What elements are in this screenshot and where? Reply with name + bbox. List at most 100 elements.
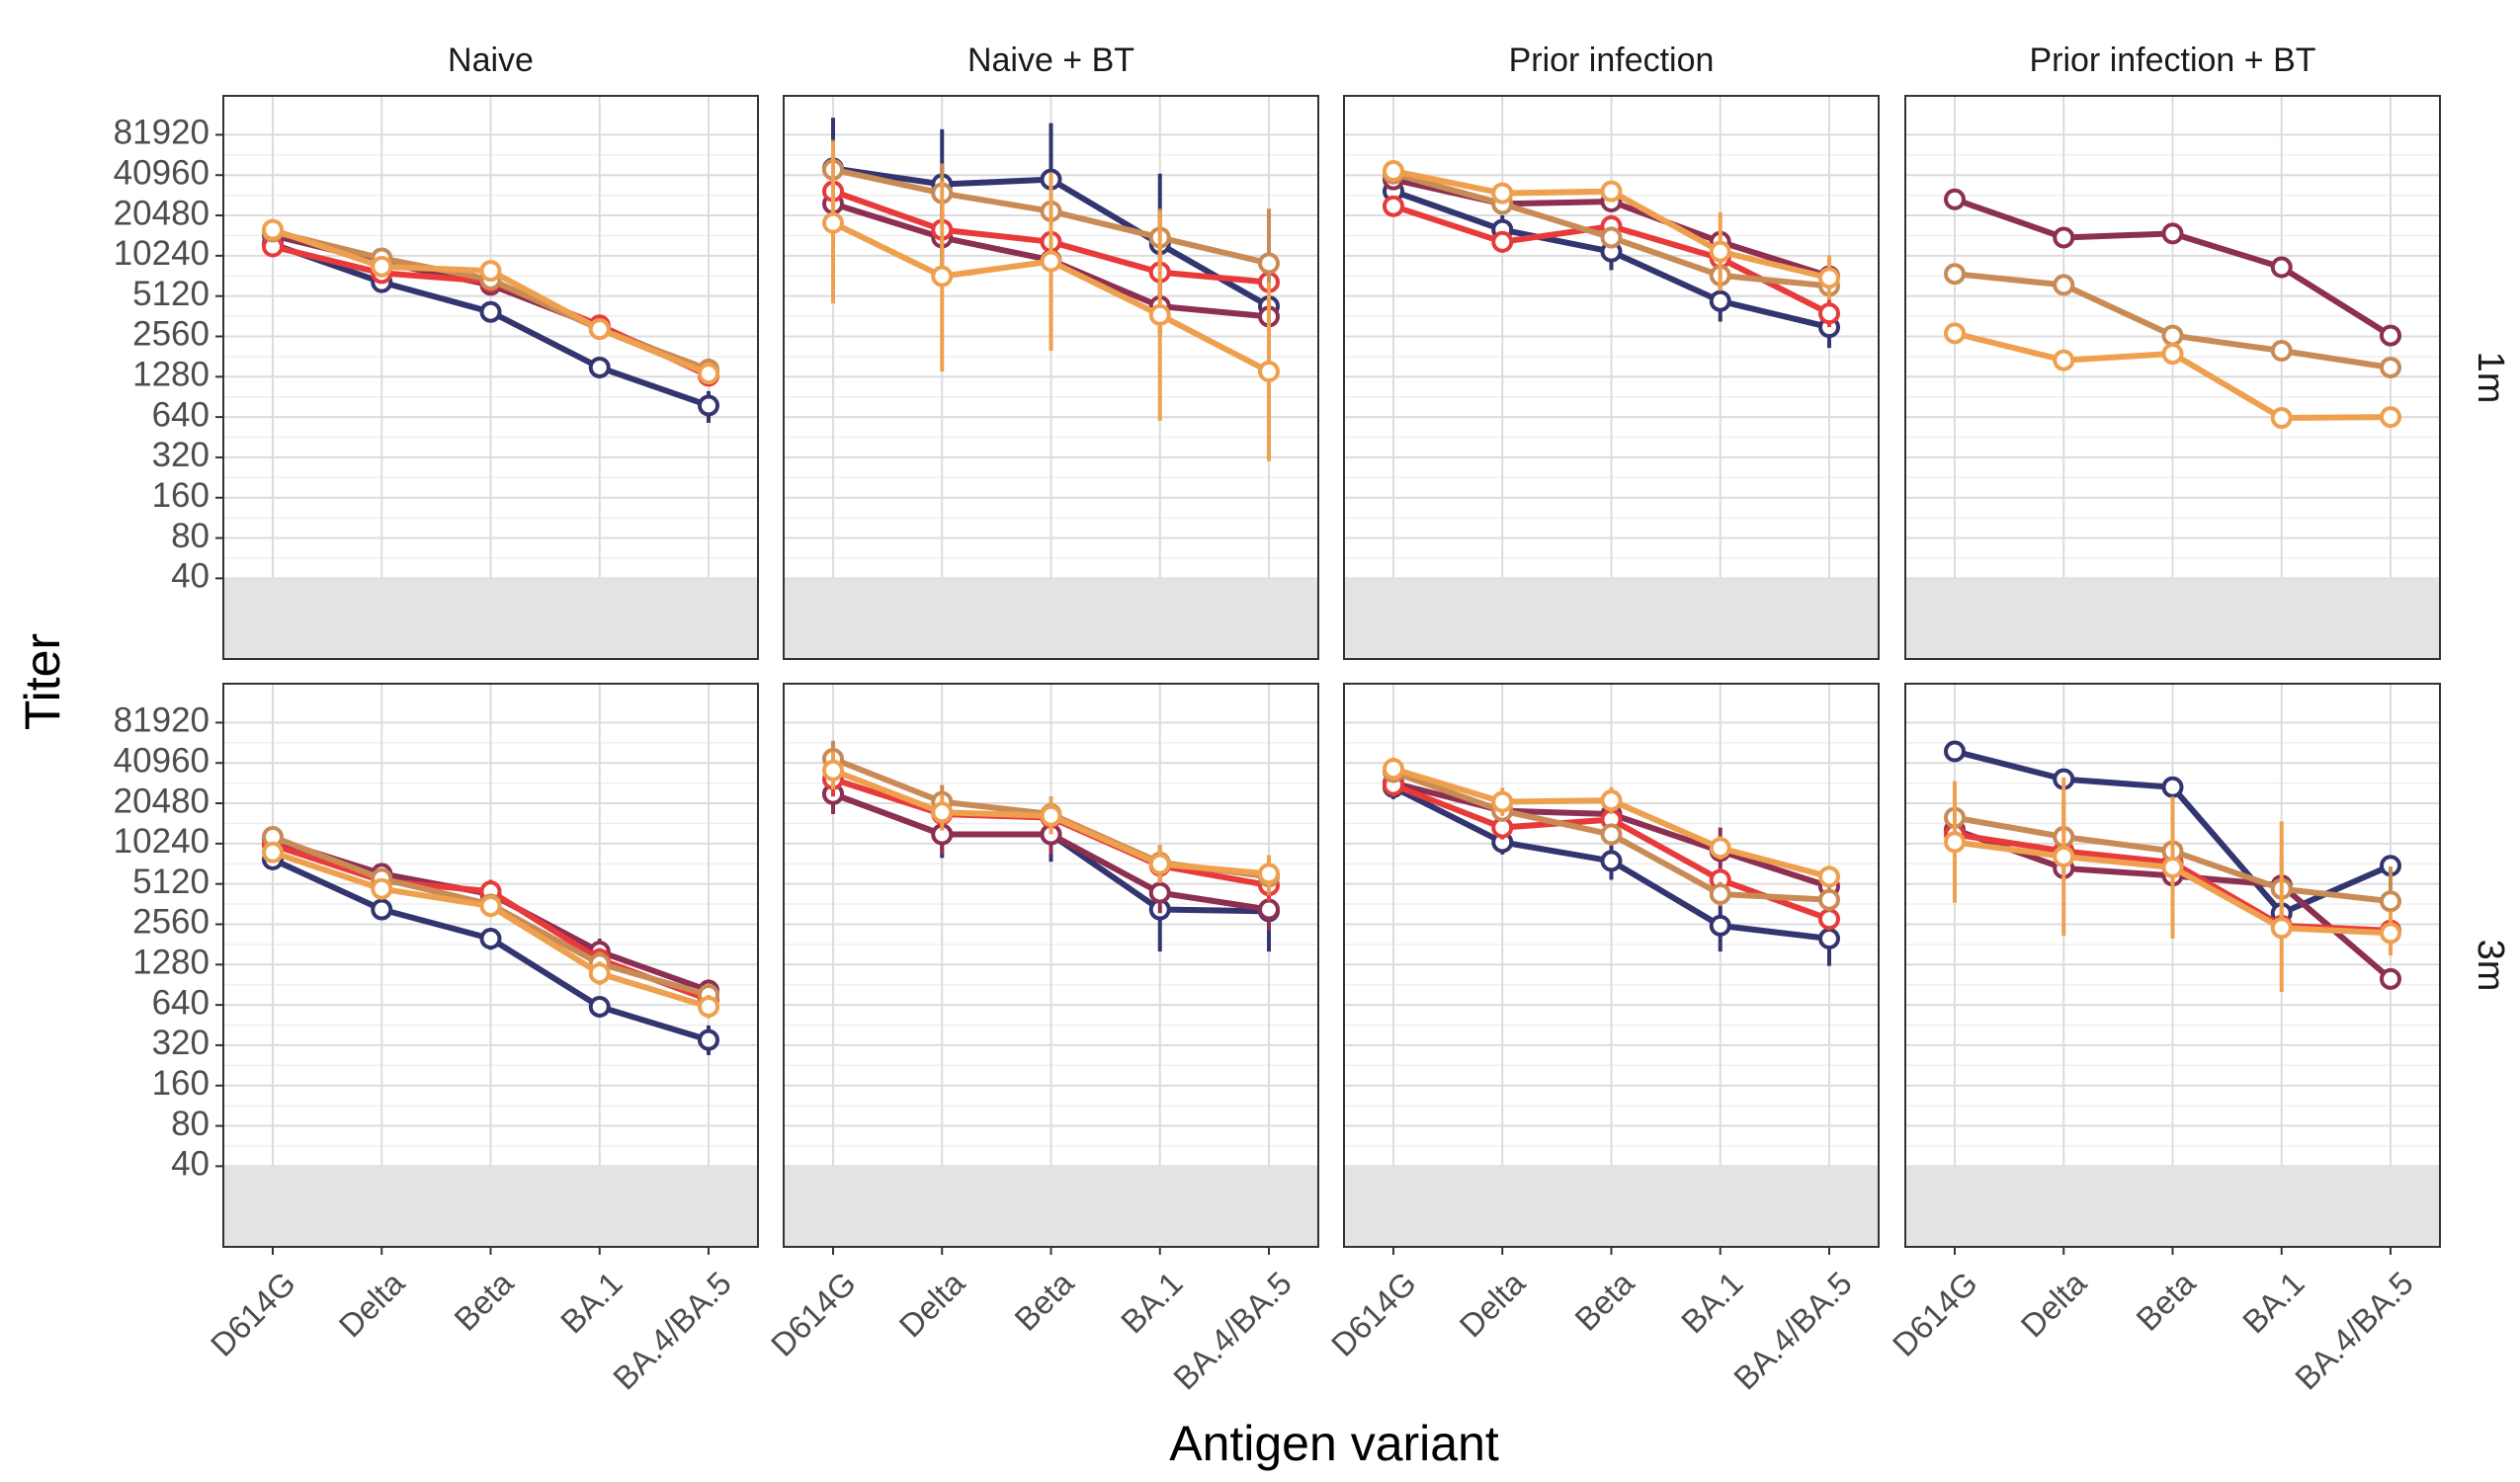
data-point — [1818, 888, 1840, 911]
data-point — [588, 962, 611, 985]
data-point — [1491, 182, 1514, 205]
series-5 — [822, 142, 1280, 461]
below-detection-region — [1905, 1166, 2440, 1247]
data-point — [1600, 850, 1623, 872]
data-point — [1709, 289, 1731, 312]
data-point — [822, 759, 844, 782]
data-point — [588, 318, 611, 341]
data-point — [2161, 856, 2184, 878]
data-point — [2161, 222, 2184, 245]
data-point — [479, 895, 502, 918]
below-detection-region — [1905, 578, 2440, 659]
data-point — [1818, 928, 1840, 950]
panel-naive-1m — [222, 95, 759, 660]
y-axis-title: Titer — [15, 633, 70, 730]
data-point — [1709, 837, 1731, 860]
data-point — [1709, 240, 1731, 263]
below-detection-region — [784, 578, 1318, 659]
data-point — [371, 898, 393, 921]
x-tick-label: BA.4/BA.5 — [1166, 1265, 1299, 1397]
x-tick-label: BA.1 — [553, 1265, 630, 1341]
data-point — [822, 211, 844, 234]
series-5 — [1383, 160, 1840, 300]
data-point — [1944, 188, 1966, 210]
data-point — [1383, 195, 1404, 217]
below-detection-region — [223, 578, 758, 659]
x-tick-label: BA.4/BA.5 — [1726, 1265, 1859, 1397]
y-tick-label: 20480 — [114, 782, 210, 820]
y-tick-label: 1280 — [132, 356, 210, 394]
data-point — [2161, 776, 2184, 798]
panels-layer: Naive Naive + BT Prior infection Prior infe… — [114, 41, 2511, 1397]
data-point — [371, 877, 393, 900]
series-4 — [1944, 263, 2401, 378]
data-point — [1944, 740, 1966, 763]
data-point — [2053, 274, 2075, 296]
below-detection-region — [784, 1166, 1318, 1247]
data-point — [1148, 303, 1171, 326]
x-axis-title: Antigen variant — [1169, 1416, 1499, 1471]
data-point — [698, 995, 719, 1018]
strip-title-naive-bt: Naive + BT — [967, 41, 1134, 79]
strip-title-naive: Naive — [448, 41, 534, 79]
y-tick-label: 20480 — [114, 194, 210, 232]
x-tick-label: BA.1 — [1674, 1265, 1750, 1341]
x-tick-label: BA.4/BA.5 — [2288, 1265, 2420, 1397]
y-tick-label: 320 — [152, 1024, 210, 1062]
x-tick-label: D614G — [1886, 1265, 1984, 1363]
y-tick-label: 81920 — [114, 114, 210, 152]
x-tick-label: Beta — [1007, 1264, 1081, 1338]
below-detection-region — [1344, 1166, 1879, 1247]
data-point — [2270, 917, 2293, 940]
y-tick-label: 80 — [171, 1105, 210, 1143]
y-tick-label: 2560 — [132, 903, 210, 942]
data-point — [1258, 898, 1280, 921]
series-5 — [262, 841, 719, 1019]
y-tick-label: 40960 — [114, 741, 210, 780]
data-point — [1818, 865, 1840, 888]
data-point — [2380, 967, 2401, 990]
data-point — [1491, 790, 1514, 813]
data-point — [1944, 831, 1966, 854]
x-tick-label: BA.1 — [2235, 1265, 2311, 1341]
data-point — [1600, 789, 1623, 812]
data-point — [1040, 250, 1062, 273]
data-point — [931, 265, 954, 288]
x-tick-label: BA.1 — [1114, 1265, 1190, 1341]
below-detection-region — [223, 1166, 758, 1247]
strip-title-prior-infection-bt: Prior infection + BT — [2029, 41, 2315, 79]
data-point — [2053, 845, 2075, 867]
data-point — [371, 255, 393, 278]
data-point — [2380, 406, 2401, 429]
x-tick-label: Delta — [332, 1264, 412, 1344]
data-point — [1818, 267, 1840, 289]
panel-border — [783, 95, 1319, 660]
data-point — [1148, 881, 1171, 904]
y-tick-label: 320 — [152, 436, 210, 474]
data-point — [2380, 922, 2401, 945]
panel-naive-3m — [222, 683, 759, 1248]
data-point — [2053, 226, 2075, 249]
panel-prior-infection-3m — [1343, 683, 1880, 1248]
y-tick-label: 80 — [171, 517, 210, 555]
data-point — [1600, 823, 1623, 846]
x-tick-label: D614G — [1324, 1265, 1423, 1363]
x-tick-label: D614G — [764, 1265, 863, 1363]
y-tick-label: 40960 — [114, 153, 210, 192]
y-tick-label: 5120 — [132, 863, 210, 901]
data-point — [1383, 160, 1404, 183]
data-point — [931, 801, 954, 824]
data-point — [1709, 882, 1731, 905]
panel-naive-bt-3m — [783, 683, 1319, 1248]
data-point — [479, 260, 502, 283]
data-point — [2161, 343, 2184, 366]
data-point — [1944, 322, 1966, 345]
panel-naive-bt-1m — [783, 95, 1319, 660]
x-tick-label: BA.4/BA.5 — [606, 1265, 738, 1397]
series-5 — [262, 218, 719, 385]
panel-border — [1343, 95, 1880, 660]
y-tick-label: 160 — [152, 476, 210, 515]
data-point — [2161, 324, 2184, 347]
below-detection-region — [1344, 578, 1879, 659]
